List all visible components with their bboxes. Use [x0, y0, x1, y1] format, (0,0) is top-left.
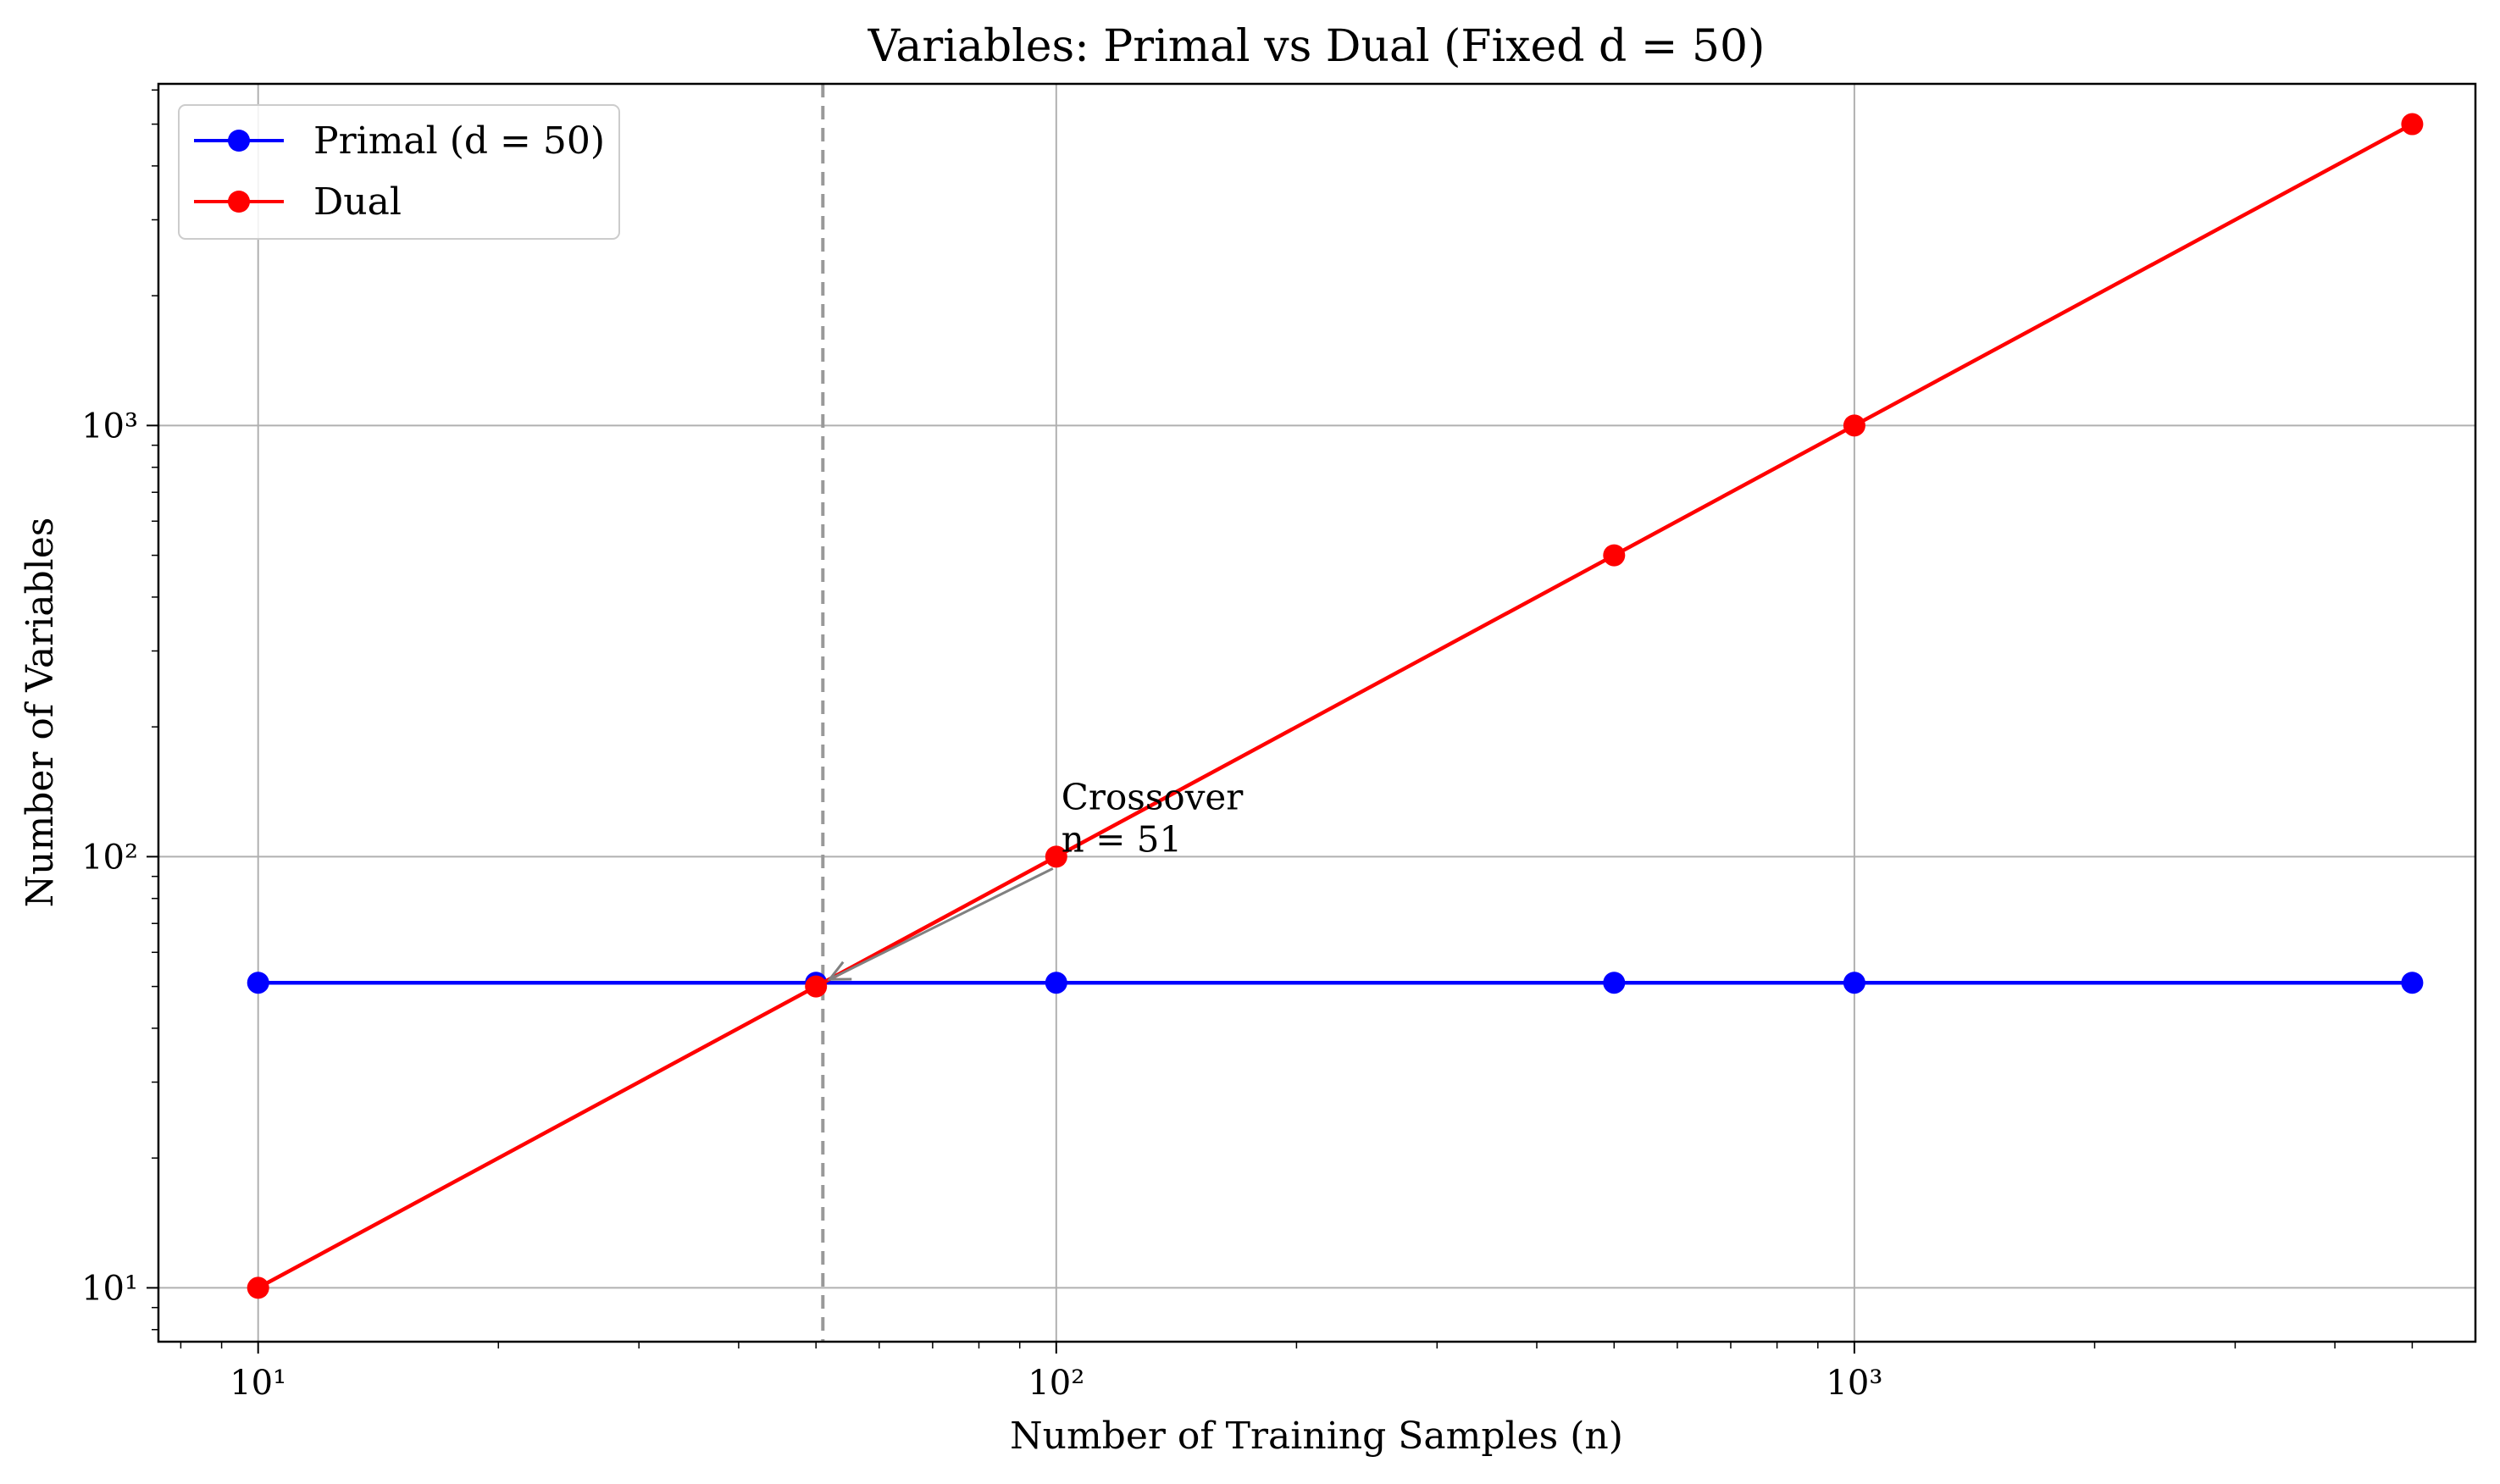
- y-tick-label: 10²: [81, 838, 138, 877]
- minor-ticks: [152, 89, 2414, 1348]
- legend-label-dual: Dual: [313, 180, 402, 224]
- x-tick-labels: 10¹ 10² 10³: [230, 1364, 1882, 1403]
- data-point-primal: [1843, 972, 1865, 994]
- legend-marker-dual: [228, 191, 250, 213]
- series-line-dual: [257, 122, 2414, 1290]
- data-point-dual: [2401, 113, 2424, 136]
- annotation-text-line-1: Crossover: [1062, 776, 1244, 817]
- crossover-annotation: Crossover n = 51: [827, 776, 1244, 981]
- x-axis-label: Number of Training Samples (n): [1010, 1415, 1623, 1458]
- x-tick-label: 10²: [1028, 1364, 1084, 1403]
- data-point-dual: [247, 1276, 269, 1299]
- y-tick-label: 10¹: [81, 1269, 138, 1308]
- legend-box: [178, 104, 620, 240]
- grid-lines: [158, 84, 2475, 1342]
- chart-title: Variables: Primal vs Dual (Fixed d = 50): [868, 21, 1766, 72]
- data-point-dual: [1045, 845, 1067, 868]
- x-tick-label: 10¹: [230, 1364, 286, 1403]
- data-point-primal: [247, 972, 269, 994]
- y-tick-labels: 10¹ 10² 10³: [81, 407, 138, 1308]
- legend: Primal (d = 50) Dual: [178, 104, 620, 240]
- series-layer: [247, 113, 2424, 1299]
- annotation-text-line-2: n = 51: [1062, 818, 1182, 860]
- data-point-dual: [1843, 414, 1865, 437]
- legend-marker-primal: [228, 130, 250, 152]
- plot-frame: [157, 82, 2477, 1343]
- legend-label-primal: Primal (d = 50): [313, 119, 605, 163]
- data-point-primal: [1045, 972, 1067, 994]
- data-point-primal: [1603, 972, 1626, 994]
- data-point-primal: [2401, 972, 2424, 994]
- data-point-dual: [805, 975, 828, 998]
- annotation-arrow: [829, 867, 1054, 981]
- y-axis-label: Number of Variables: [19, 518, 62, 908]
- data-point-dual: [1603, 544, 1626, 567]
- x-tick-label: 10³: [1826, 1364, 1882, 1403]
- major-ticks: [147, 424, 1855, 1354]
- annotation-arrowhead: [827, 961, 852, 981]
- y-tick-label: 10³: [81, 407, 138, 446]
